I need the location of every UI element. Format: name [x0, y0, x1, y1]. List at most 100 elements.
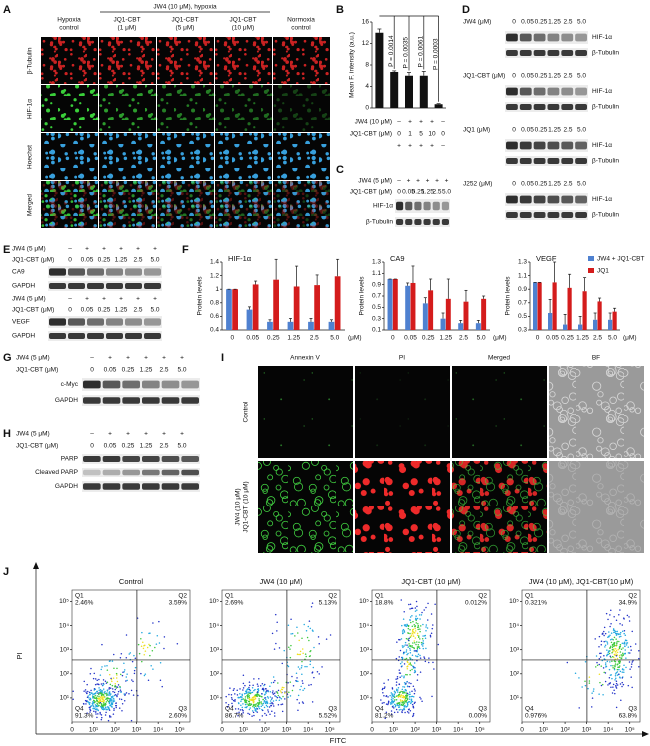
column-label: Annexin V	[290, 355, 320, 362]
event-dot	[398, 692, 401, 694]
event-dot	[603, 671, 605, 674]
event-dot	[401, 661, 403, 663]
event-dot	[271, 710, 273, 712]
event-dot	[407, 703, 409, 706]
event-dot	[298, 653, 300, 656]
quadrant-value: 34.9%	[619, 600, 638, 607]
band-label: GAPDH	[12, 283, 35, 290]
event-dot	[247, 700, 250, 703]
event-dot	[615, 687, 618, 689]
event-dot	[234, 699, 236, 701]
y-tick-label: 10⁵	[509, 598, 519, 605]
legend-label: JQ1	[597, 268, 609, 275]
event-dot	[408, 645, 411, 647]
blot-band	[181, 483, 199, 490]
y-tick-label: 1.3	[518, 259, 527, 266]
blot-band	[83, 397, 101, 404]
event-dot	[393, 711, 396, 714]
event-dot	[296, 698, 298, 701]
event-dot	[275, 695, 278, 698]
blot-band	[561, 158, 574, 164]
event-dot	[396, 641, 398, 643]
event-dot	[112, 677, 115, 679]
event-dot	[413, 642, 416, 644]
event-dot	[391, 706, 394, 708]
event-dot	[113, 707, 115, 710]
event-dot	[415, 622, 418, 624]
event-dot	[609, 646, 612, 649]
event-dot	[404, 624, 407, 626]
event-dot	[128, 693, 130, 695]
event-dot	[252, 684, 254, 686]
event-dot	[329, 634, 332, 636]
event-dot	[84, 699, 87, 702]
level: +	[144, 431, 148, 438]
event-dot	[404, 683, 407, 686]
event-dot	[260, 695, 263, 698]
event-dot	[245, 690, 248, 692]
event-dot	[404, 644, 406, 646]
blot-band	[561, 141, 574, 150]
event-dot	[277, 689, 280, 692]
y-tick-label: 0.7	[518, 300, 527, 307]
event-dot	[248, 703, 251, 705]
level: 0	[512, 19, 516, 26]
event-dot	[300, 666, 303, 669]
event-dot	[242, 709, 244, 712]
event-dot	[301, 648, 304, 650]
event-dot	[108, 702, 111, 705]
event-dot	[308, 684, 310, 686]
event-dot	[97, 697, 99, 699]
micrograph-layer	[215, 85, 272, 132]
event-dot	[380, 699, 382, 701]
event-dot	[256, 683, 259, 685]
x-tick-label: 0.05	[404, 335, 417, 342]
blot-band	[405, 201, 413, 211]
event-dot	[147, 679, 150, 681]
event-dot	[414, 701, 416, 704]
event-dot	[143, 674, 146, 677]
event-dot	[317, 636, 320, 638]
event-dot	[274, 679, 276, 682]
event-dot	[111, 698, 113, 700]
event-dot	[110, 678, 113, 681]
y-tick-label: 10³	[510, 646, 520, 653]
event-dot	[120, 691, 122, 693]
y-tick-label: 0.4	[210, 327, 219, 334]
y-tick-label: 0.3	[372, 315, 381, 322]
bar	[440, 318, 446, 330]
event-dot	[114, 688, 117, 691]
event-dot	[416, 674, 419, 676]
event-dot	[413, 662, 416, 664]
event-dot	[243, 692, 246, 695]
event-dot	[88, 691, 91, 694]
event-dot	[623, 669, 625, 671]
event-dot	[412, 712, 415, 715]
level: 2.5	[563, 181, 572, 188]
event-dot	[106, 699, 109, 702]
event-dot	[416, 655, 418, 658]
micrograph-layer	[273, 181, 330, 228]
event-dot	[86, 683, 88, 686]
event-dot	[98, 683, 100, 686]
event-dot	[272, 693, 275, 695]
chart-title: HIF-1α	[228, 254, 252, 263]
x-tick-label: 0	[370, 727, 374, 734]
event-dot	[390, 700, 393, 703]
quadrant-name: Q4	[525, 706, 534, 713]
event-dot	[113, 653, 115, 656]
event-dot	[425, 606, 427, 609]
x-tick-label: 10⁵	[325, 727, 335, 734]
event-dot	[613, 649, 615, 652]
event-dot	[398, 638, 400, 641]
event-dot	[115, 687, 118, 689]
event-dot	[110, 716, 112, 718]
event-dot	[255, 703, 258, 705]
blot-band	[506, 104, 518, 110]
x-tick-label: 2.5	[593, 335, 602, 342]
event-dot	[427, 602, 429, 605]
event-dot	[406, 624, 409, 627]
event-dot	[420, 641, 423, 644]
event-dot	[403, 699, 406, 701]
blot-band	[161, 397, 180, 404]
